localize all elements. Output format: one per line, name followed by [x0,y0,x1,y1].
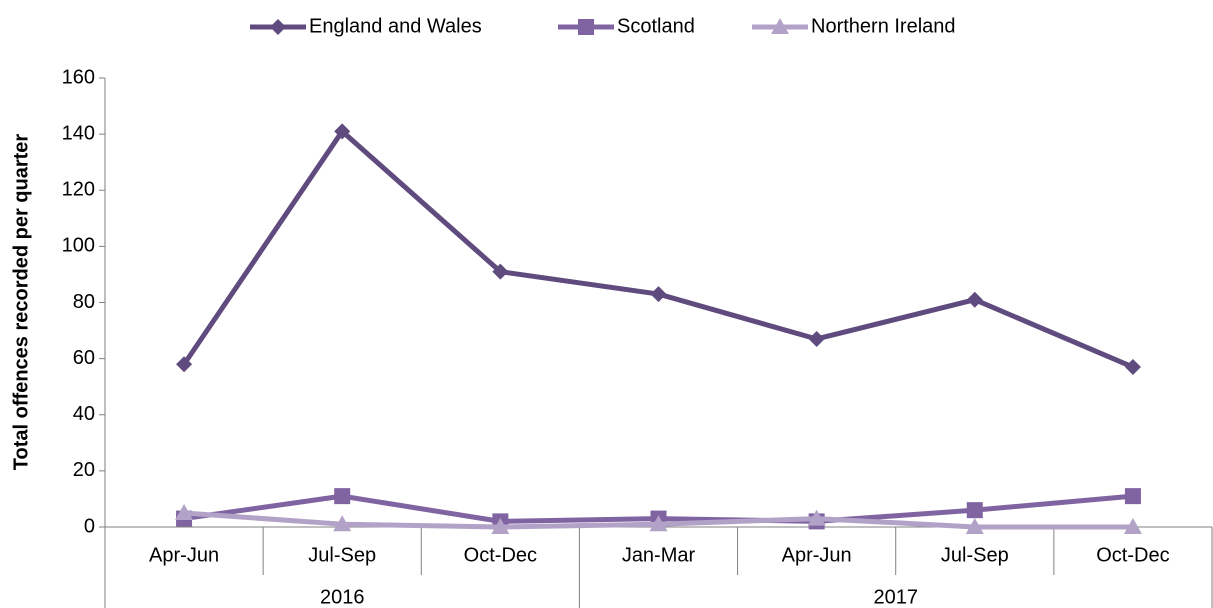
marker [966,291,983,308]
x-tick-label: Jul-Sep [308,544,376,566]
group-label: 2016 [320,586,365,608]
y-tick-label: 120 [62,179,95,201]
y-tick-label: 60 [73,347,95,369]
y-tick-label: 160 [62,66,95,88]
marker [1124,359,1141,376]
marker [270,19,286,35]
y-tick-label: 100 [62,235,95,257]
y-tick-label: 40 [73,403,95,425]
x-tick-label: Jan-Mar [622,544,696,566]
y-tick-label: 20 [73,459,95,481]
y-axis-label: Total offences recorded per quarter [10,134,32,471]
marker [1124,488,1141,505]
marker [966,502,983,519]
marker [176,356,193,373]
legend-label: Northern Ireland [811,15,956,37]
marker [333,515,352,532]
group-label: 2017 [873,586,918,608]
legend-label: Scotland [617,15,695,37]
series-line [182,128,1134,370]
marker [578,19,594,35]
marker [965,518,984,534]
marker [807,509,826,526]
marker [1123,518,1142,534]
x-tick-label: Oct-Dec [1096,544,1169,566]
marker [808,330,825,347]
legend-label: England and Wales [309,15,482,37]
x-tick-label: Oct-Dec [464,544,537,566]
y-tick-label: 140 [62,122,95,144]
marker [334,488,351,505]
y-tick-label: 80 [73,291,95,313]
marker [491,518,510,534]
marker [334,123,351,140]
marker [175,503,194,520]
x-tick-label: Apr-Jun [782,544,852,566]
x-tick-label: Jul-Sep [941,544,1009,566]
marker [649,515,668,532]
x-tick-label: Apr-Jun [149,544,219,566]
marker [650,286,667,303]
marker [492,263,509,280]
marker [771,18,789,34]
y-tick-label: 0 [84,515,95,537]
